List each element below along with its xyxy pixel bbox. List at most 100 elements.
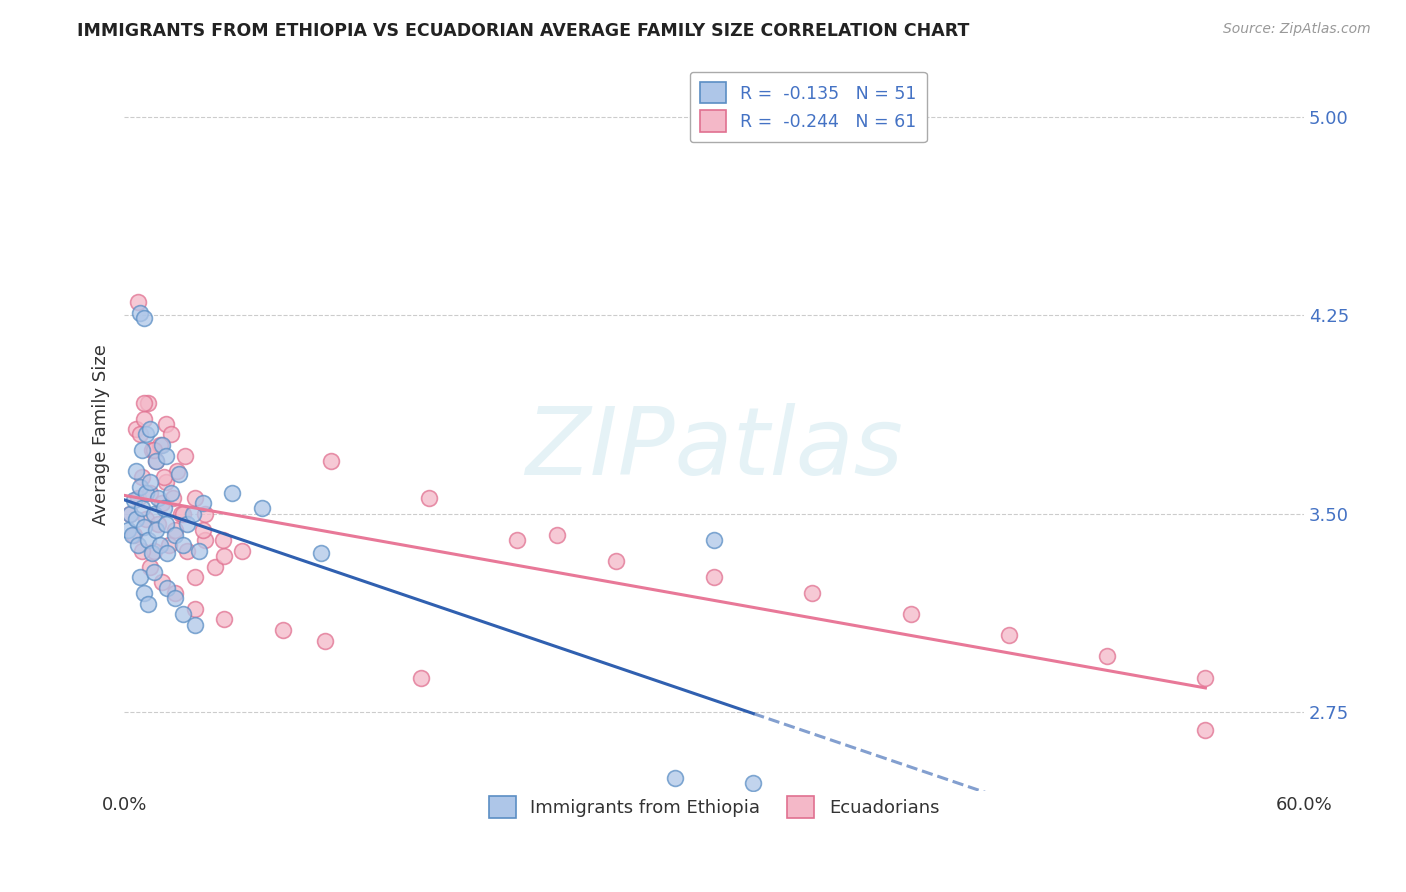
Point [176,517,198,532]
Point [221,485,243,500]
Point [184,617,207,632]
Point [900,607,922,622]
Point [703,570,725,584]
Point [120,507,142,521]
Point [172,507,194,521]
Point [129,480,152,494]
Point [131,469,153,483]
Point [165,586,187,600]
Point [167,467,190,481]
Point [250,501,273,516]
Point [506,533,529,548]
Point [135,485,157,500]
Point [1095,649,1118,664]
Point [127,295,149,310]
Point [155,517,177,532]
Point [145,454,167,468]
Point [135,427,157,442]
Point [152,469,174,483]
Point [129,306,152,320]
Point [145,523,167,537]
Point [165,523,187,537]
Point [139,422,162,436]
Point [155,449,177,463]
Point [149,538,172,552]
Point [136,597,159,611]
Point [136,533,159,548]
Point [165,591,187,606]
Point [204,559,226,574]
Point [174,449,197,463]
Point [122,493,145,508]
Point [132,520,155,534]
Point [141,546,163,560]
Point [141,443,163,458]
Point [546,528,568,542]
Point [146,491,169,505]
Point [129,570,152,584]
Point [159,538,181,552]
Point [194,533,217,548]
Point [172,538,194,552]
Point [160,485,183,500]
Point [142,543,165,558]
Point [125,512,148,526]
Point [142,565,165,579]
Point [142,443,165,458]
Point [132,311,155,326]
Point [184,491,207,505]
Point [184,570,207,584]
Point [125,422,148,436]
Point [184,602,207,616]
Text: Source: ZipAtlas.com: Source: ZipAtlas.com [1223,22,1371,37]
Point [801,586,824,600]
Point [131,501,153,516]
Point [135,512,157,526]
Point [139,475,162,489]
Point [409,671,432,685]
Point [191,496,214,510]
Point [139,485,162,500]
Point [309,546,332,560]
Point [142,507,165,521]
Point [703,533,725,548]
Point [605,554,627,568]
Point [156,581,179,595]
Point [211,533,233,548]
Point [181,507,204,521]
Point [664,771,686,785]
Point [120,507,142,521]
Point [214,549,236,563]
Point [125,464,148,478]
Point [155,417,177,431]
Point [170,507,193,521]
Point [156,546,179,560]
Point [162,491,184,505]
Point [131,543,153,558]
Point [172,607,194,622]
Point [145,454,167,468]
Point [127,491,149,505]
Point [1194,671,1216,685]
Point [149,438,172,452]
Point [273,623,295,637]
Point [166,464,188,478]
Point [231,543,253,558]
Point [152,501,174,516]
Point [131,443,153,458]
Point [998,628,1021,642]
Point [136,395,159,409]
Point [146,517,169,532]
Point [139,559,162,574]
Point [194,507,217,521]
Point [1194,723,1216,738]
Point [742,776,765,790]
Point [132,395,155,409]
Legend: Immigrants from Ethiopia, Ecuadorians: Immigrants from Ethiopia, Ecuadorians [481,789,946,825]
Point [160,427,183,442]
Point [122,528,145,542]
Point [150,496,173,510]
Y-axis label: Average Family Size: Average Family Size [93,344,110,524]
Point [150,438,173,452]
Point [165,528,187,542]
